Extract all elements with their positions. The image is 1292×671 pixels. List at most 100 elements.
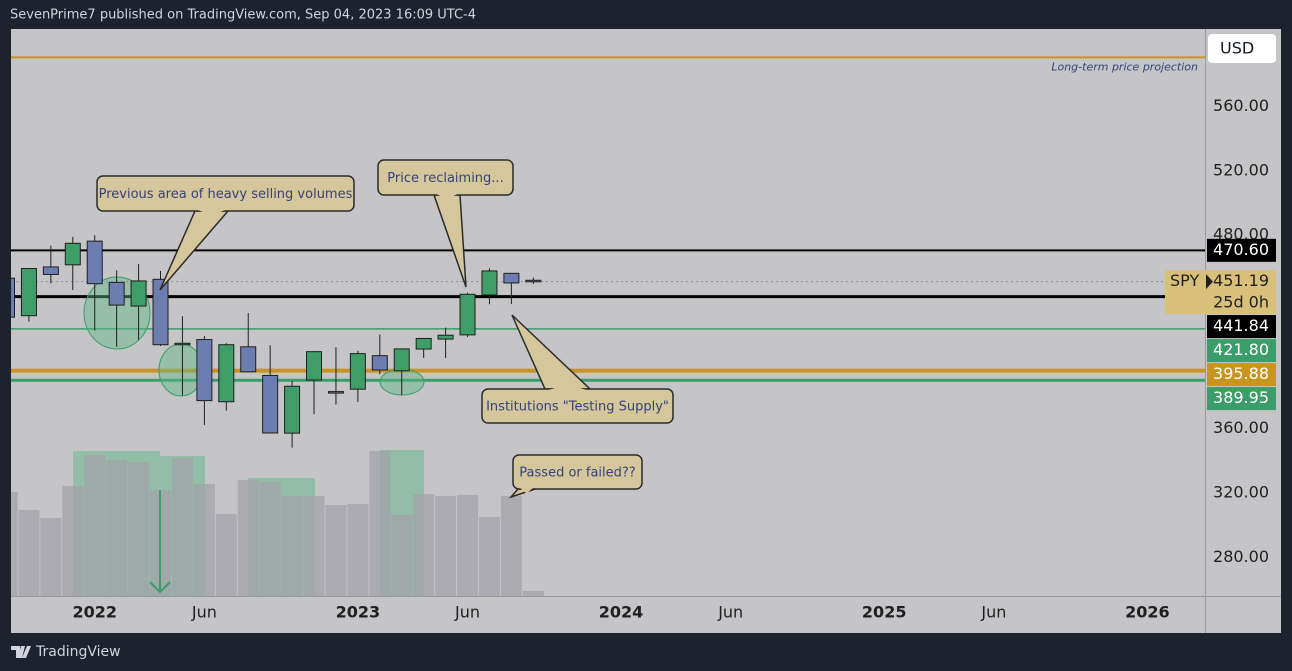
candle-body (415, 337, 432, 350)
candle-body (64, 242, 81, 266)
price-label: 421.80 (1213, 340, 1269, 359)
volume-bar (171, 457, 193, 596)
volume-bar (11, 491, 18, 596)
currency[interactable]: USD (1220, 39, 1254, 58)
volume-bar (369, 450, 391, 596)
volume-bar (106, 459, 128, 596)
price-label-box (1207, 339, 1276, 363)
y-tick-label: 320.00 (1213, 482, 1269, 501)
volume-bar (391, 514, 413, 596)
candle-body (349, 353, 366, 390)
price-label: 395.88 (1213, 364, 1269, 383)
x-tick-label: 2024 (599, 603, 644, 622)
symbol-label: SPY (1170, 271, 1199, 290)
footer-brand: TradingView (35, 644, 121, 660)
price-label-box (1207, 238, 1276, 262)
logo-mark (11, 646, 31, 658)
callout-seam (546, 384, 589, 391)
candle-body (371, 355, 388, 371)
candle-body (525, 279, 542, 283)
x-tick-label: Jun (454, 603, 480, 622)
x-tick-label: 2022 (72, 603, 117, 622)
callout-box (512, 454, 643, 490)
candle-body (459, 293, 476, 336)
x-tick-label: Jun (717, 603, 743, 622)
x-tick-label: Jun (191, 603, 217, 622)
annotation: Price reclaiming... (387, 171, 503, 186)
volume-arrow (149, 490, 171, 594)
symbol-marker (1206, 274, 1213, 290)
volume-bar (435, 495, 457, 596)
x-tick-label: 2025 (862, 603, 907, 622)
candle-body (152, 278, 169, 346)
axis-layer: 280.00320.00360.00480.00520.00560.002022… (72, 96, 1269, 622)
price-label: 389.95 (1213, 388, 1269, 407)
arrow-head (149, 581, 171, 594)
candle-body (240, 346, 257, 373)
volume-bar (215, 513, 237, 596)
x-tick-label: 2023 (336, 603, 381, 622)
published-line: SevenPrime7 published on TradingView.com… (10, 8, 476, 23)
candle-body (393, 348, 410, 372)
price-label-box (1207, 387, 1276, 411)
volume-bar (325, 504, 347, 596)
volume-bar (303, 495, 325, 596)
volume-bar (193, 483, 215, 596)
volume-bar (84, 454, 106, 596)
candle-body (11, 277, 15, 318)
volume-bar (40, 517, 62, 596)
annotation: Institutions "Testing Supply" (486, 400, 669, 415)
volume-layer (11, 450, 544, 596)
volume-bar (457, 494, 479, 596)
volume-bar (522, 591, 544, 596)
candle-body (20, 268, 37, 317)
candle-body (218, 344, 235, 403)
annotation: Passed or failed?? (519, 466, 635, 481)
price-label: 470.60 (1213, 240, 1269, 259)
y-tick-label: 280.00 (1213, 547, 1269, 566)
candle-body (481, 270, 498, 296)
volume-bar (500, 495, 522, 596)
callout-seam (196, 209, 227, 216)
footer-logo (11, 646, 31, 658)
y-tick-label: 520.00 (1213, 160, 1269, 179)
volume-bar (347, 503, 369, 596)
countdown: 25d 0h (1213, 293, 1269, 312)
callout-seam (435, 193, 459, 200)
candle-body (306, 351, 323, 381)
price-label-box (1207, 363, 1276, 387)
candle-body (503, 272, 520, 284)
candle-body (174, 342, 191, 346)
candle-body (262, 374, 279, 434)
candle-body (437, 334, 454, 340)
volume-bar (62, 485, 84, 596)
volume-bar (128, 461, 150, 596)
currency-box[interactable] (1208, 34, 1276, 63)
candle-layer (11, 235, 542, 448)
y-tick-label: 560.00 (1213, 96, 1269, 115)
price-label-box (1207, 315, 1276, 339)
candle-body (42, 266, 59, 275)
candle-body (284, 385, 301, 434)
candle-body (196, 339, 213, 402)
price-label-box (1165, 270, 1276, 315)
level-note: Long-term price projection (1051, 60, 1198, 73)
candle-body (108, 281, 125, 306)
candle-body (327, 391, 344, 394)
candle-body (130, 280, 147, 307)
volume-bar (413, 493, 435, 596)
price-label: 451.19 (1213, 271, 1269, 290)
callout-seam (519, 487, 534, 494)
volume-bar (259, 481, 281, 596)
callout-box (96, 175, 355, 212)
volume-bar (18, 509, 40, 596)
x-tick-label: Jun (980, 603, 1006, 622)
candle-body (86, 240, 103, 285)
volume-bar (478, 516, 500, 596)
volume-bar (281, 495, 303, 596)
volume-bar (237, 479, 259, 596)
x-tick-label: 2026 (1125, 603, 1170, 622)
y-tick-label: 360.00 (1213, 418, 1269, 437)
